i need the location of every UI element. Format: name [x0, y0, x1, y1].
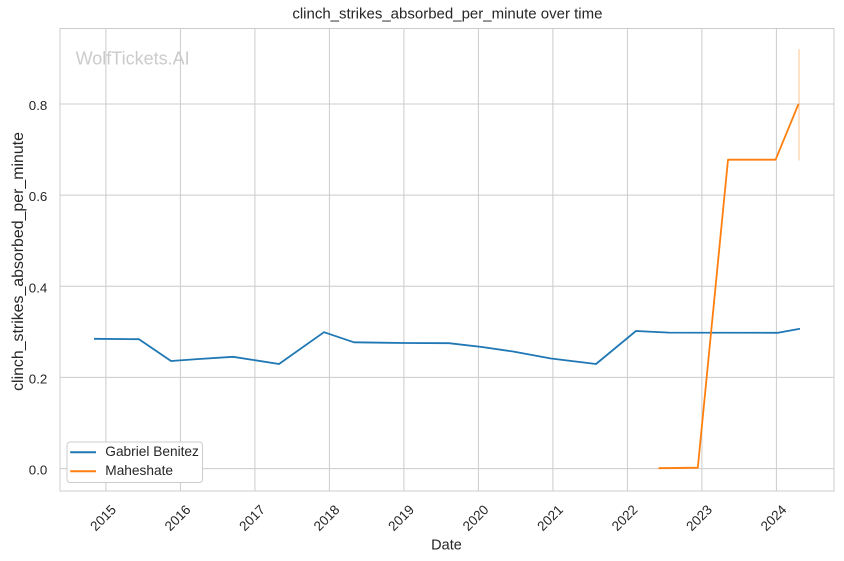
- svg-text:Date: Date: [431, 538, 462, 554]
- svg-text:0.8: 0.8: [29, 98, 48, 113]
- svg-text:0.0: 0.0: [29, 463, 48, 478]
- svg-text:WolfTickets.AI: WolfTickets.AI: [76, 49, 190, 69]
- svg-text:Maheshate: Maheshate: [105, 463, 173, 478]
- svg-text:0.2: 0.2: [29, 372, 48, 387]
- svg-text:clinch_strikes_absorbed_per_mi: clinch_strikes_absorbed_per_minute over …: [292, 6, 602, 23]
- svg-text:Gabriel Benitez: Gabriel Benitez: [105, 444, 199, 459]
- svg-text:0.4: 0.4: [29, 280, 48, 295]
- svg-text:0.6: 0.6: [29, 189, 48, 204]
- svg-text:clinch_strikes_absorbed_per_mi: clinch_strikes_absorbed_per_minute: [10, 132, 27, 391]
